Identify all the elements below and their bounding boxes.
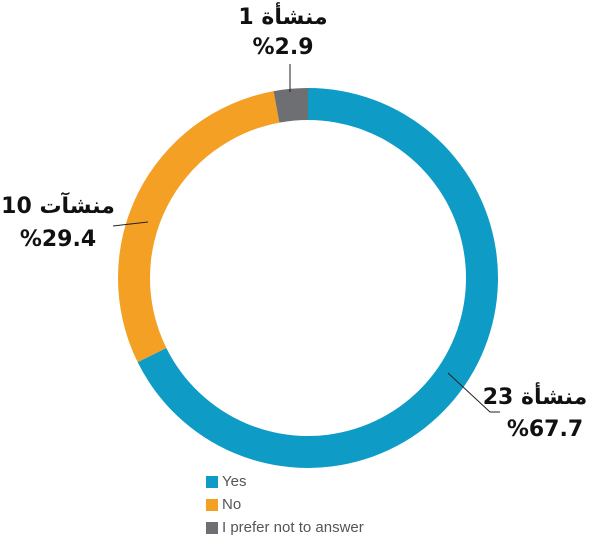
legend-label: Yes bbox=[222, 473, 246, 490]
count-label: 10 منشآت bbox=[1, 191, 115, 219]
leader-line bbox=[447, 372, 500, 413]
value-label: %29.4 bbox=[20, 227, 96, 252]
legend-label: I prefer not to answer bbox=[222, 519, 364, 536]
donut-segment bbox=[273, 88, 308, 123]
legend-swatch bbox=[206, 522, 218, 534]
count-label: 1 منشأة bbox=[238, 1, 327, 30]
count-label: 23 منشأة bbox=[483, 381, 588, 410]
legend-label: No bbox=[222, 496, 241, 513]
value-label: %2.9 bbox=[252, 35, 313, 60]
leader-line bbox=[112, 221, 149, 227]
legend-swatch bbox=[206, 499, 218, 511]
value-label: %67.7 bbox=[507, 417, 583, 442]
legend-swatch bbox=[206, 476, 218, 488]
donut-segment bbox=[117, 91, 280, 363]
